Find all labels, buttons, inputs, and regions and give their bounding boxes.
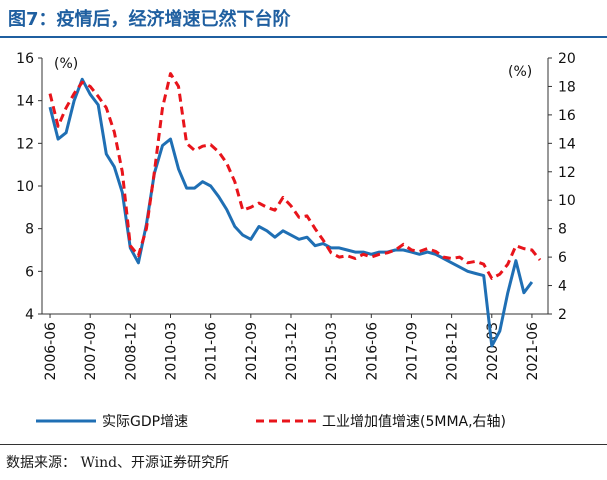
- x-tick-label: 2018-12: [445, 322, 461, 381]
- x-tick-label: 2021-06: [525, 322, 541, 381]
- left-tick-label: 10: [16, 179, 34, 195]
- axes: 4 6 8 10 12 14 16 2 4 6 8 10 12 14 16 18 20 (%) (%) 2006-06…: [16, 51, 576, 381]
- left-tick-label: 8: [25, 222, 34, 238]
- x-tick-label: 2011-06: [204, 322, 220, 381]
- series-line-industrial: [48, 72, 542, 280]
- right-tick-label: 4: [558, 279, 567, 295]
- x-tick-label: 2006-06: [43, 322, 59, 381]
- footer-rule: [0, 444, 607, 445]
- left-tick-label: 6: [25, 264, 34, 280]
- chart: 4 6 8 10 12 14 16 2 4 6 8 10 12 14 16 18 20 (%) (%) 2006-06…: [16, 51, 576, 430]
- title-rule: [0, 36, 607, 38]
- right-tick-label: 20: [558, 51, 576, 67]
- right-tick-label: 16: [558, 108, 576, 124]
- right-tick-label: 14: [558, 136, 576, 152]
- x-tick-label: 2012-09: [244, 322, 260, 381]
- source-note: 数据来源： Wind、开源证券研究所: [6, 455, 230, 471]
- right-tick-label: 8: [558, 222, 567, 238]
- x-tick-label: 2008-12: [123, 322, 139, 381]
- left-axis-unit: (%): [54, 56, 78, 72]
- x-tick-label: 2016-06: [364, 322, 380, 381]
- left-tick-label: 16: [16, 51, 34, 67]
- left-tick-label: 4: [25, 307, 34, 323]
- right-tick-label: 12: [558, 165, 576, 181]
- x-tick-label: 2007-09: [83, 322, 99, 381]
- x-tick-label: 2015-03: [324, 322, 340, 381]
- right-tick-label: 18: [558, 79, 576, 95]
- right-tick-label: 10: [558, 193, 576, 209]
- x-tick-label: 2013-12: [284, 322, 300, 381]
- series-line-gdp: [48, 77, 534, 348]
- x-tick-label: 2017-09: [404, 322, 420, 381]
- right-tick-label: 6: [558, 250, 567, 266]
- left-tick-label: 12: [16, 136, 34, 152]
- legend-label-industrial: 工业增加值增速(5MMA,右轴): [322, 414, 506, 430]
- left-tick-label: 14: [16, 94, 34, 110]
- series-lines: [48, 72, 542, 348]
- legend-label-gdp: 实际GDP增速: [102, 414, 188, 430]
- legend: 实际GDP增速 工业增加值增速(5MMA,右轴): [36, 414, 506, 430]
- figure-title: 图7：疫情后，经济增速已然下台阶: [8, 9, 291, 30]
- x-tick-label: 2010-03: [164, 322, 180, 381]
- right-tick-label: 2: [558, 307, 567, 323]
- right-axis-unit: (%): [508, 64, 532, 80]
